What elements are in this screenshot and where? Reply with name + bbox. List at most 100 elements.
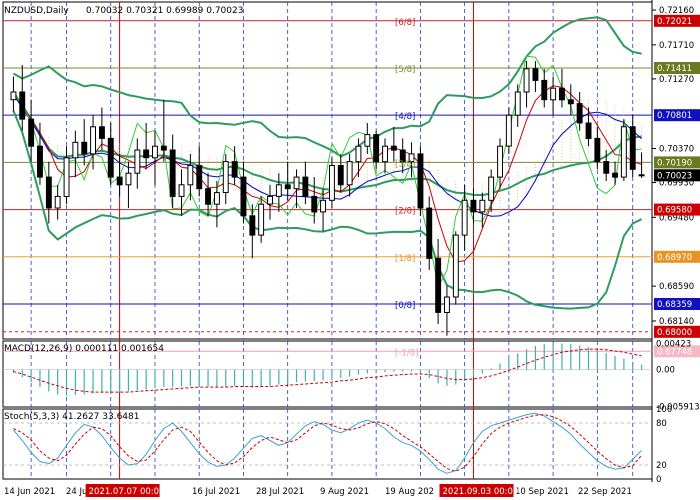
candle-body <box>612 172 618 178</box>
stochastic-axis: 100 80 20 0 <box>656 405 672 485</box>
price-tick-label: 0.69930 <box>659 179 694 189</box>
price-tick-label: 0.69480 <box>659 213 694 223</box>
price-tick-label: 0.70370 <box>659 145 694 155</box>
highlight-date-label: 2021.09.03 00:00 <box>443 487 519 497</box>
level-tag-text: 0.70190 <box>657 158 692 168</box>
candle-body <box>585 122 592 139</box>
candle-body <box>382 145 389 163</box>
candle-body <box>638 174 645 177</box>
stoch-tick-label: 100 <box>656 405 672 415</box>
candlesticks <box>10 61 645 336</box>
level-tag-bg <box>654 156 700 169</box>
time-axis: 14 Jun 2021 24 Jun 2 16 Jul 2021 28 Jul 202… <box>4 484 632 497</box>
price-tick-label: 0.68590 <box>659 282 694 292</box>
candle-body <box>337 165 344 186</box>
candle-body <box>205 188 212 205</box>
macd-tick-label: 0.00423 <box>656 339 691 349</box>
price-tick-label: 0.71270 <box>659 75 694 85</box>
macd-axis: 0.00423 0.00 -0.005913 <box>656 339 700 412</box>
level-tag-text: 0.72021 <box>657 17 692 27</box>
candle-body <box>160 145 167 151</box>
candle-body <box>99 126 105 139</box>
date-label: 9 Aug 2021 <box>320 487 369 497</box>
bollinger-upper <box>12 16 642 158</box>
candle-body <box>497 145 504 178</box>
candle-body <box>125 172 132 186</box>
candle-body <box>452 234 459 298</box>
price-tick-label: 0.72160 <box>659 6 694 16</box>
candle-body <box>231 161 238 178</box>
candle-body <box>479 199 486 213</box>
murrey-level-text: [3/8] <box>395 159 415 169</box>
candle-body <box>329 165 335 201</box>
candle-body <box>222 161 229 194</box>
candle-body <box>603 161 610 174</box>
stoch-tick-label: 80 <box>656 419 667 429</box>
level-tag-text: 0.69580 <box>657 206 692 216</box>
candle-body <box>45 176 52 209</box>
level-tag-bg <box>654 345 700 358</box>
candle-body <box>311 195 318 213</box>
level-tag-bg <box>654 14 700 27</box>
candle-body <box>364 134 371 147</box>
candle-body <box>143 149 150 159</box>
macd-tick-label: -0.005913 <box>656 403 700 413</box>
candle-body <box>54 195 61 209</box>
symbol-label: NZDUSD,Daily <box>4 6 69 16</box>
murrey-level-text: [2/8] <box>395 207 415 217</box>
candle-body <box>178 184 185 197</box>
level-tag-bg <box>654 169 700 182</box>
candle-body <box>169 149 176 197</box>
level-tag-text: 0.68970 <box>657 253 692 263</box>
stoch-tick-label: 20 <box>656 461 667 471</box>
candle-body <box>629 126 636 170</box>
candle-body <box>275 184 282 197</box>
highlight-date-bg <box>439 484 514 497</box>
candle-body <box>390 145 397 151</box>
candle-body <box>373 134 380 163</box>
date-label: 28 Jul 2021 <box>256 487 304 497</box>
macd-label: MACD(12,26,9) 0.000111 0.001654 <box>4 344 164 354</box>
candle-body <box>426 207 433 259</box>
level-tag-bg <box>654 298 700 310</box>
candle-body <box>346 161 353 186</box>
murrey-level-text: [4/8] <box>395 112 415 122</box>
candle-body <box>470 199 477 213</box>
candle-body <box>505 114 512 147</box>
candle-body <box>293 176 300 190</box>
candle-body <box>152 145 158 159</box>
candle-body <box>240 176 247 217</box>
murrey-levels <box>3 20 652 352</box>
candle-body <box>63 157 70 198</box>
candle-body <box>90 126 96 155</box>
candle-body <box>355 145 362 163</box>
candle-body <box>417 153 424 209</box>
level-tag-text: 0.71411 <box>657 64 692 74</box>
ohlc-values: 0.70032 0.70321 0.69989 0.70023 <box>86 6 243 16</box>
candle-body <box>81 141 88 155</box>
murrey-level-text: [-1/8] <box>395 348 418 358</box>
candle-body <box>541 79 548 101</box>
level-tag-text: 0.70023 <box>657 171 692 181</box>
candle-body <box>488 176 495 201</box>
candle-body <box>576 103 583 124</box>
candle-body <box>302 176 309 197</box>
date-label: 16 Jul 2021 <box>192 487 240 497</box>
candle-body <box>523 68 530 93</box>
candle-body <box>532 68 539 81</box>
level-tag-bg <box>654 325 700 338</box>
candle-body <box>514 91 521 116</box>
price-tick-label: 0.71710 <box>659 41 694 51</box>
candle-body <box>258 203 265 236</box>
highlight-date-bg <box>85 484 160 497</box>
macd-panel <box>3 343 652 396</box>
stoch-label: Stoch(5,3,3) 41.2627 33.6481 <box>4 412 139 422</box>
murrey-level-text: [0/8] <box>395 301 415 311</box>
candle-body <box>37 145 43 178</box>
candle-body <box>19 91 26 120</box>
panel-frame <box>2 408 653 480</box>
macd-signal-line <box>13 348 642 393</box>
murrey-level-labels: [6/8] [5/8] [4/8] [3/8] [2/8] [1/8] [0/8] [-1/8… <box>395 18 418 358</box>
stoch-k-line <box>13 412 642 474</box>
